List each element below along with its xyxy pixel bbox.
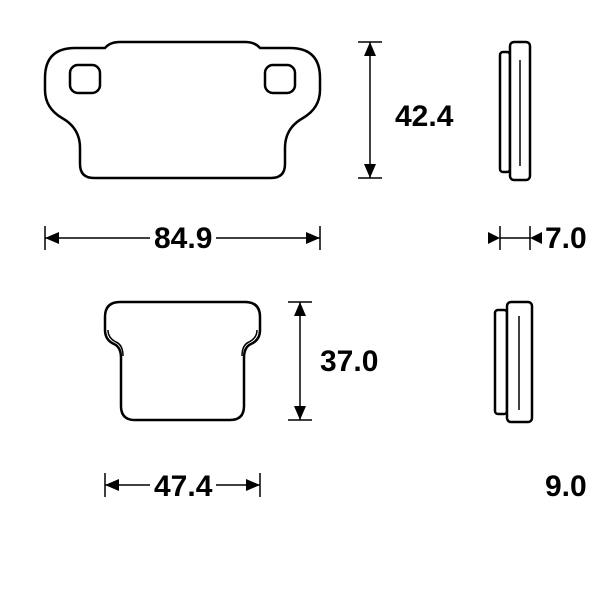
drawing-svg [0, 0, 600, 600]
pad-b-side [495, 302, 532, 422]
label-a-width: 84.9 [150, 222, 216, 256]
label-a-height: 42.4 [395, 100, 453, 134]
pad-a-side [500, 42, 530, 180]
dim-a-thick [488, 226, 542, 250]
label-b-height: 37.0 [320, 345, 378, 379]
dim-b-height [288, 302, 312, 420]
label-a-thick: 7.0 [545, 222, 587, 256]
label-b-thick: 9.0 [545, 470, 587, 504]
drawing-container: 42.4 84.9 7.0 37.0 47.4 9.0 [0, 0, 600, 600]
pad-b-front [105, 302, 260, 420]
label-b-width: 47.4 [150, 470, 216, 504]
pad-a-front [45, 42, 320, 178]
dim-a-height [358, 42, 382, 178]
